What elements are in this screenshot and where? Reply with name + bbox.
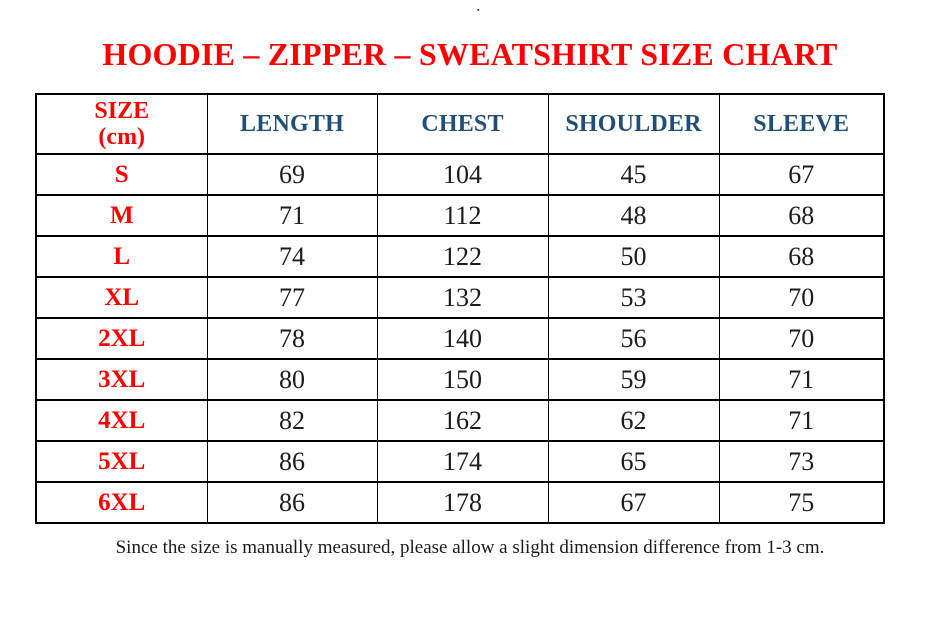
- chest-value-cell: 132: [376, 276, 549, 319]
- sleeve-value-cell: 73: [718, 440, 885, 483]
- shoulder-value-cell: 62: [547, 399, 720, 442]
- table-row: 4XL 82 162 62 71: [35, 399, 885, 442]
- chest-value-cell: 112: [376, 194, 549, 237]
- shoulder-value-cell: 53: [547, 276, 720, 319]
- table-row: M 71 112 48 68: [35, 194, 885, 237]
- length-value-cell: 82: [206, 399, 378, 442]
- sleeve-value-cell: 68: [718, 194, 885, 237]
- shoulder-value-cell: 56: [547, 317, 720, 360]
- sleeve-value-cell: 71: [718, 358, 885, 401]
- length-value-cell: 86: [206, 481, 378, 524]
- size-label-cell: XL: [35, 276, 208, 319]
- measurement-disclaimer: Since the size is manually measured, ple…: [115, 537, 825, 558]
- table-row: XL 77 132 53 70: [35, 276, 885, 319]
- table-row: 3XL 80 150 59 71: [35, 358, 885, 401]
- size-label-cell: 5XL: [35, 440, 208, 483]
- table-row: 5XL 86 174 65 73: [35, 440, 885, 483]
- chest-value-cell: 174: [376, 440, 549, 483]
- page-title: HOODIE – ZIPPER – SWEATSHIRT SIZE CHART: [102, 36, 838, 72]
- chest-value-cell: 104: [376, 153, 549, 196]
- size-header-line1: SIZE: [94, 97, 150, 124]
- length-value-cell: 71: [206, 194, 378, 237]
- shoulder-value-cell: 67: [547, 481, 720, 524]
- length-value-cell: 80: [206, 358, 378, 401]
- chest-value-cell: 140: [376, 317, 549, 360]
- sleeve-value-cell: 70: [718, 276, 885, 319]
- sleeve-value-cell: 68: [718, 235, 885, 278]
- size-label-cell: 6XL: [35, 481, 208, 524]
- table-header-row: SIZE (cm) LENGTH CHEST SHOULDER SLEEVE: [35, 93, 885, 155]
- table-row: S 69 104 45 67: [35, 153, 885, 196]
- size-label-cell: 3XL: [35, 358, 208, 401]
- sleeve-value-cell: 67: [718, 153, 885, 196]
- size-label-cell: L: [35, 235, 208, 278]
- chest-value-cell: 162: [376, 399, 549, 442]
- size-label-cell: 4XL: [35, 399, 208, 442]
- shoulder-value-cell: 45: [547, 153, 720, 196]
- shoulder-value-cell: 65: [547, 440, 720, 483]
- length-value-cell: 74: [206, 235, 378, 278]
- col-header-size: SIZE (cm): [35, 93, 208, 155]
- length-value-cell: 78: [206, 317, 378, 360]
- chest-value-cell: 150: [376, 358, 549, 401]
- shoulder-value-cell: 59: [547, 358, 720, 401]
- table-row: 2XL 78 140 56 70: [35, 317, 885, 360]
- col-header-length: LENGTH: [206, 93, 378, 155]
- size-label-cell: M: [35, 194, 208, 237]
- artifact-dot: ▪: [477, 6, 480, 14]
- size-chart-table: SIZE (cm) LENGTH CHEST SHOULDER SLEEVE S…: [35, 93, 885, 524]
- table-row: L 74 122 50 68: [35, 235, 885, 278]
- sleeve-value-cell: 75: [718, 481, 885, 524]
- length-value-cell: 69: [206, 153, 378, 196]
- col-header-shoulder: SHOULDER: [547, 93, 720, 155]
- shoulder-value-cell: 50: [547, 235, 720, 278]
- size-label-cell: 2XL: [35, 317, 208, 360]
- length-value-cell: 86: [206, 440, 378, 483]
- size-label-cell: S: [35, 153, 208, 196]
- col-header-sleeve: SLEEVE: [718, 93, 885, 155]
- table-row: 6XL 86 178 67 75: [35, 481, 885, 524]
- shoulder-value-cell: 48: [547, 194, 720, 237]
- col-header-chest: CHEST: [376, 93, 549, 155]
- length-value-cell: 77: [206, 276, 378, 319]
- sleeve-value-cell: 70: [718, 317, 885, 360]
- chest-value-cell: 178: [376, 481, 549, 524]
- size-header-line2: (cm): [98, 124, 146, 150]
- sleeve-value-cell: 71: [718, 399, 885, 442]
- chest-value-cell: 122: [376, 235, 549, 278]
